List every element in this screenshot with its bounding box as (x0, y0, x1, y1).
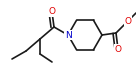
Text: O: O (124, 16, 132, 25)
Text: O: O (49, 8, 55, 16)
Text: N: N (65, 31, 71, 39)
Text: O: O (115, 45, 121, 54)
